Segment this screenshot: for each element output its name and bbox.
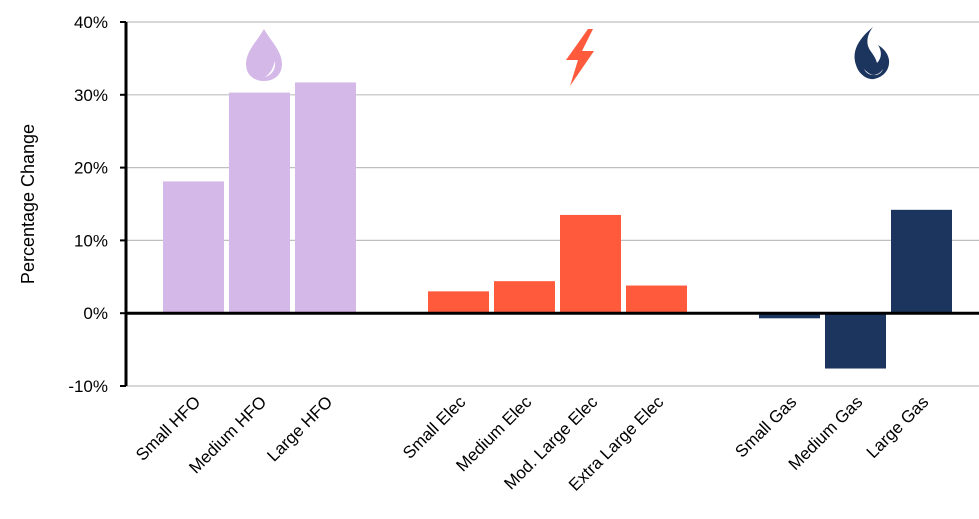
bars xyxy=(126,82,979,369)
x-tick-label: Small HFO xyxy=(132,392,204,464)
x-tick-label: Large Gas xyxy=(863,392,933,462)
x-tick-label: Small Elec xyxy=(399,392,470,463)
y-tick-label: 30% xyxy=(74,86,108,105)
x-tick-label: Small Gas xyxy=(731,392,800,461)
bar-medium-hfo xyxy=(229,92,290,314)
x-tick-label: Large HFO xyxy=(263,392,336,465)
gas-flame-icon xyxy=(854,27,890,80)
y-tick-label: 40% xyxy=(74,13,108,32)
y-tick-label: 10% xyxy=(74,231,108,250)
bar-small-elec xyxy=(428,291,489,314)
axes xyxy=(120,21,128,387)
bar-medium-elec xyxy=(494,281,555,314)
bar-medium-gas xyxy=(825,313,886,369)
bar-large-gas xyxy=(891,209,952,314)
bar-extra-large-elec xyxy=(626,285,687,314)
lightning-bolt-icon xyxy=(566,29,594,86)
y-tick-label: 20% xyxy=(74,159,108,178)
bar-large-hfo xyxy=(295,82,356,314)
y-tick-label: -10% xyxy=(68,377,108,396)
y-tick-labels: -10% 0% 10% 20% 30% 40% xyxy=(68,13,108,396)
water-drop-icon xyxy=(246,29,282,81)
bar-small-gas xyxy=(759,313,820,319)
y-axis-label: Percentage Change xyxy=(18,124,38,284)
bar-mod-large-elec xyxy=(560,214,621,314)
bar-small-hfo xyxy=(163,181,224,314)
y-tick-label: 0% xyxy=(83,304,108,323)
category-icons xyxy=(246,27,890,86)
